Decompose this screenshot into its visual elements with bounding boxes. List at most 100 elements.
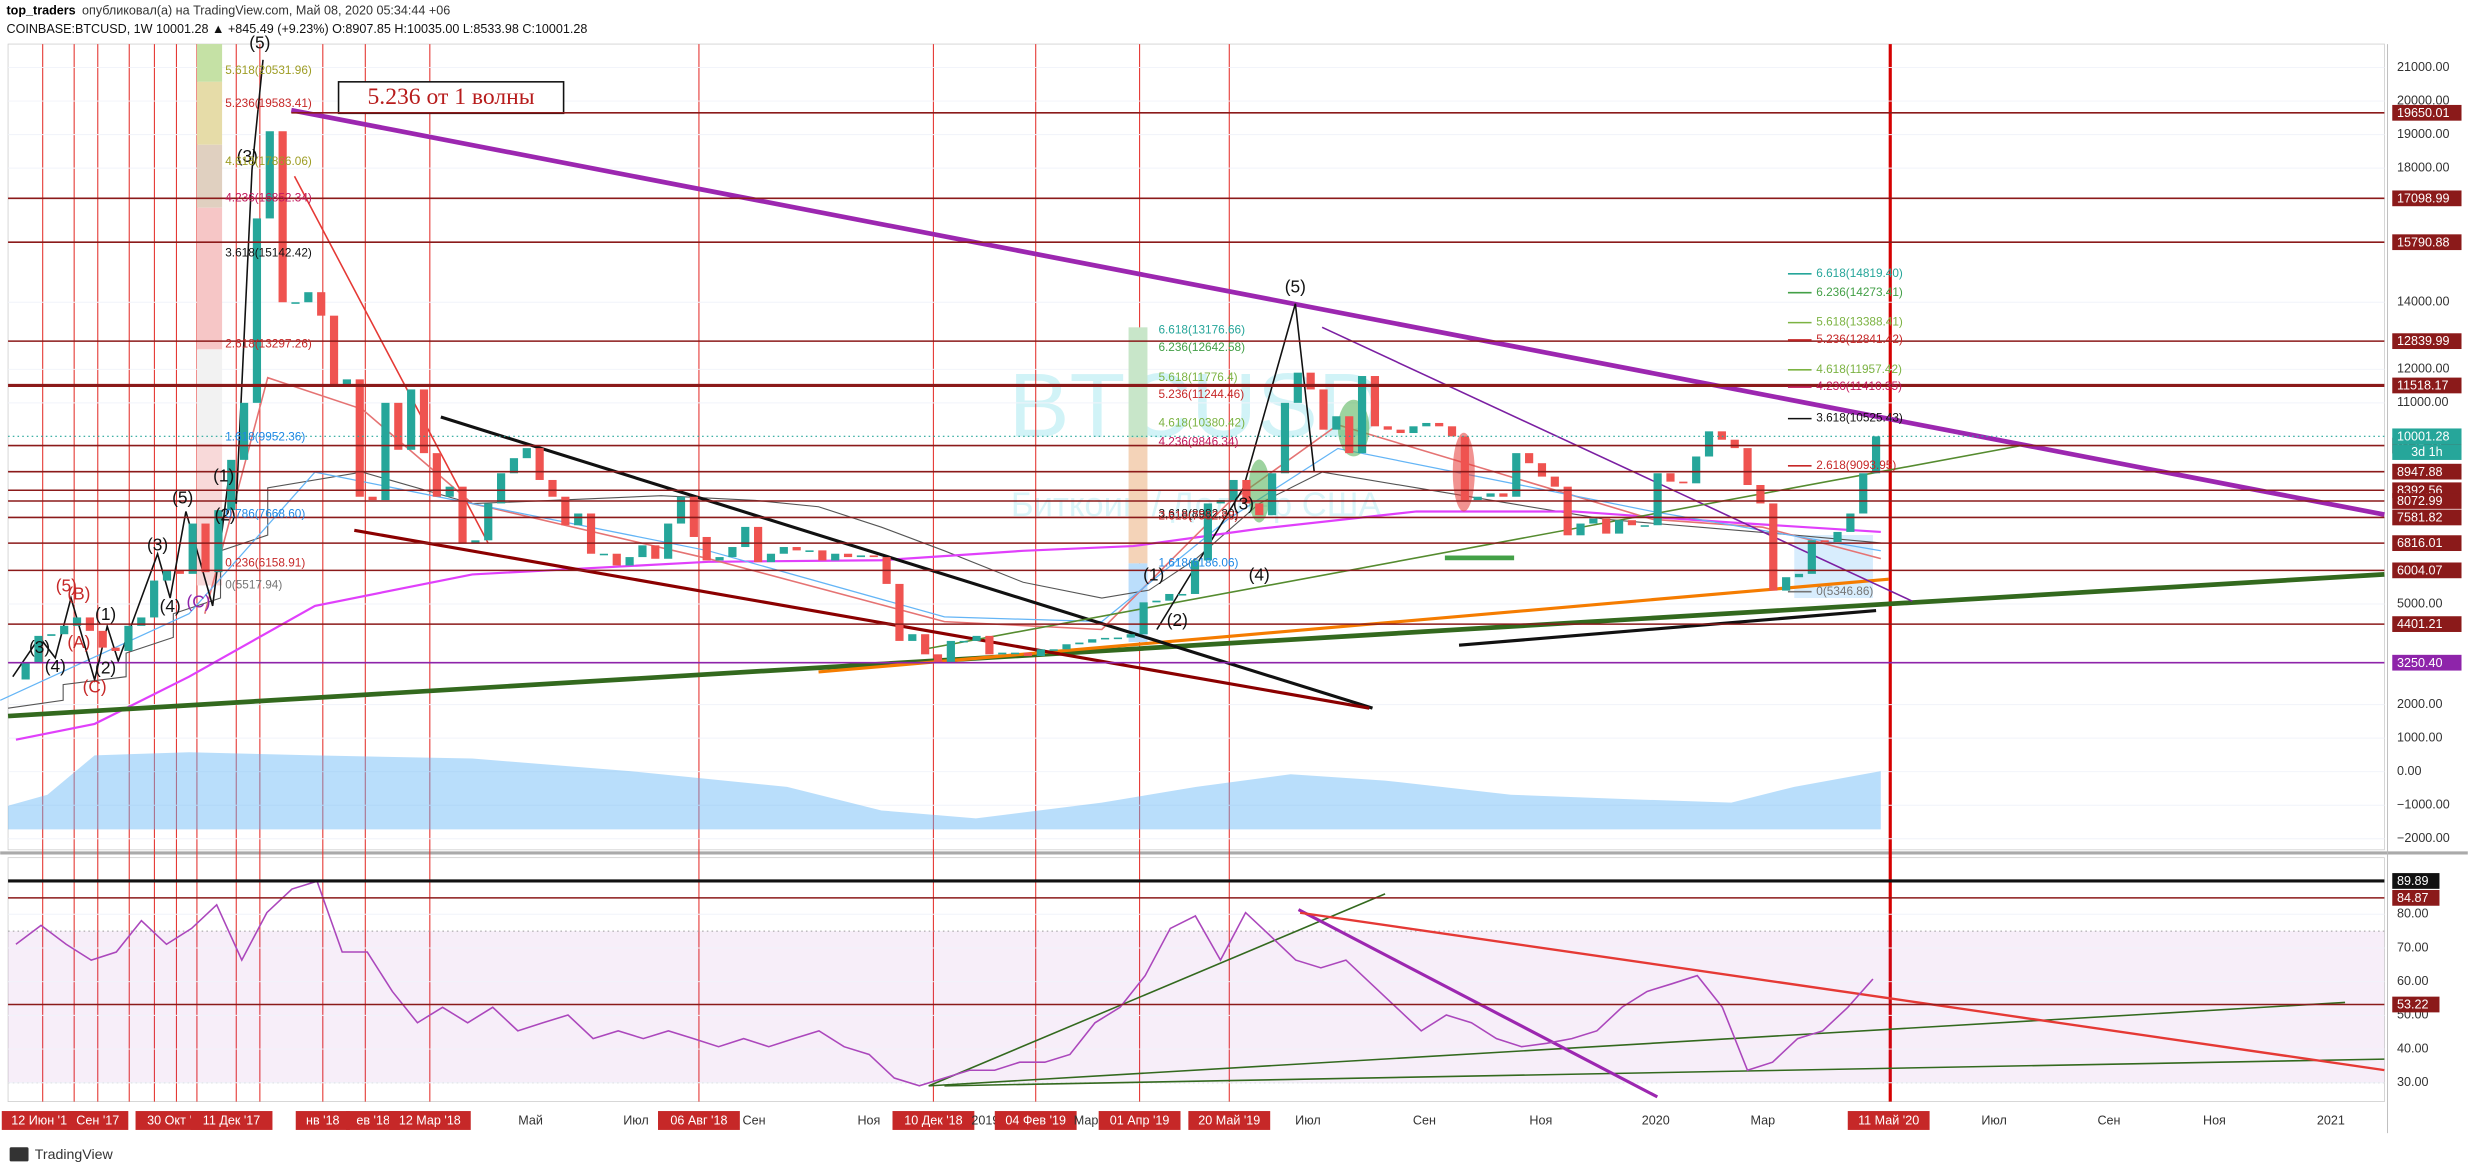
candle (972, 635, 981, 641)
trendline (928, 444, 2023, 650)
wave-label: (2) (215, 505, 236, 525)
time-label: Ноя (2203, 1114, 2226, 1128)
wave-label: (3) (1233, 494, 1254, 514)
wave-label: (2) (1167, 610, 1188, 630)
candle (342, 379, 351, 387)
time-label-bg (67, 1111, 129, 1130)
candle (1846, 513, 1855, 532)
price-label: 89.89 (2397, 874, 2428, 888)
time-label: 12 Июн '17 (11, 1114, 74, 1128)
candle (188, 523, 197, 574)
wave-label: (2) (95, 657, 116, 677)
candle (1769, 503, 1778, 591)
fib-label: 0.236(6158.91) (225, 556, 305, 570)
price-label: 19650.01 (2397, 106, 2449, 120)
candle (1807, 540, 1816, 574)
time-label: Мар (1074, 1114, 1099, 1128)
drawings (0, 44, 2385, 1099)
y-tick-label: 12000.00 (2397, 362, 2449, 376)
candle (471, 540, 480, 544)
fib-band (196, 207, 223, 350)
time-label: Сен (1413, 1114, 1436, 1128)
wave-label: (5) (56, 576, 77, 596)
time-label: Сен (742, 1114, 765, 1128)
rsi-trendline (944, 1058, 2385, 1087)
fib-label: 0(5346.86) (1816, 584, 1873, 598)
price-label: 6004.07 (2397, 563, 2442, 577)
candle (599, 553, 608, 556)
candle (548, 479, 557, 497)
candle (265, 131, 274, 219)
time-label-bg (388, 1111, 471, 1130)
y-tick-label: 80.00 (2397, 907, 2428, 921)
candle (1345, 416, 1354, 454)
volume-area (8, 752, 1881, 830)
trendline (818, 577, 1889, 674)
time-label: 20 Май '19 (1198, 1114, 1260, 1128)
time-label-bg (1188, 1111, 1271, 1130)
candle (612, 553, 621, 566)
candle (933, 654, 943, 663)
price-label-bg (2392, 190, 2462, 207)
y-tick-label: 2000.00 (2397, 697, 2442, 711)
candle (1820, 540, 1829, 542)
candle (1794, 573, 1804, 578)
candle (574, 513, 583, 526)
fib-label: 3.618(10525.43) (1816, 411, 1903, 425)
candle (1859, 473, 1868, 514)
footer: TradingView (9, 1147, 113, 1163)
rsi-line (15, 880, 1874, 1087)
candle (1563, 486, 1572, 536)
price-label: 8947.88 (2397, 465, 2442, 479)
candle (21, 662, 30, 680)
candle (1139, 602, 1148, 635)
candle (47, 634, 56, 636)
candle (162, 570, 172, 581)
candle (638, 545, 647, 558)
author: top_traders (6, 3, 75, 17)
candle (1627, 520, 1637, 526)
candle (856, 555, 865, 558)
y-tick-label: 21000.00 (2397, 60, 2449, 74)
wave-label: (A) (67, 632, 90, 652)
candle (1370, 376, 1380, 427)
candle (150, 580, 159, 618)
price-label-bg (2392, 616, 2462, 632)
countdown-bg (2392, 444, 2462, 460)
candle (1666, 473, 1675, 482)
price-label-bg (2392, 493, 2462, 509)
candle (715, 557, 724, 561)
fib-label: 0.786(7668.60) (225, 507, 305, 521)
candle (1473, 496, 1482, 501)
time-label-bg (346, 1111, 401, 1130)
y-tick-label: 70.00 (2397, 940, 2428, 954)
candle (1332, 416, 1341, 430)
fib-label: 5.236(19583.41) (225, 96, 312, 110)
candle (766, 553, 776, 563)
candle (664, 523, 673, 559)
time-label: 04 Фев '19 (1005, 1114, 1066, 1128)
candle (1255, 503, 1264, 516)
wave-label: (3) (147, 535, 168, 555)
price-label-bg (2392, 104, 2462, 121)
y-tick-label: 30.00 (2397, 1075, 2428, 1089)
price-label-bg (2392, 535, 2462, 552)
moving-average (15, 510, 1881, 741)
candle (1242, 479, 1251, 504)
candle (561, 496, 570, 526)
fib-label: 4.618(10380.42) (1158, 415, 1245, 429)
y-tick-label: −1000.00 (2397, 798, 2450, 812)
candle (625, 557, 634, 566)
candle (419, 389, 429, 454)
annotation: 5.236 от 1 волны (368, 84, 535, 110)
candle (1383, 426, 1392, 430)
rsi-band (8, 931, 2385, 1083)
fib-label: 6.618(13176.66) (1158, 323, 1245, 337)
time-label: 06 Авг '18 (670, 1114, 727, 1128)
candle (407, 389, 416, 450)
candle (1537, 463, 1547, 477)
candle (329, 315, 339, 387)
price-label: 11518.17 (2397, 379, 2449, 393)
candle (1871, 436, 1881, 474)
price-label-bg (2392, 873, 2440, 889)
